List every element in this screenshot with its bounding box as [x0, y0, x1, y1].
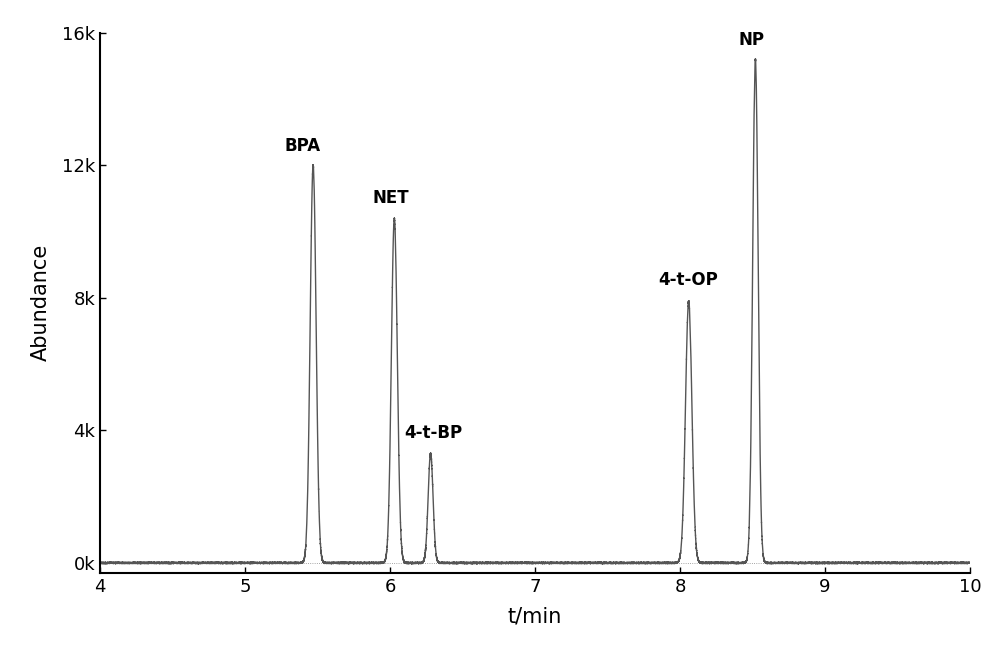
X-axis label: t/min: t/min [508, 607, 562, 627]
Text: BPA: BPA [284, 137, 320, 155]
Text: NET: NET [373, 189, 409, 206]
Text: 4-t-BP: 4-t-BP [404, 424, 463, 442]
Text: NP: NP [738, 31, 764, 49]
Text: 4-t-OP: 4-t-OP [658, 271, 718, 290]
Y-axis label: Abundance: Abundance [31, 244, 51, 361]
